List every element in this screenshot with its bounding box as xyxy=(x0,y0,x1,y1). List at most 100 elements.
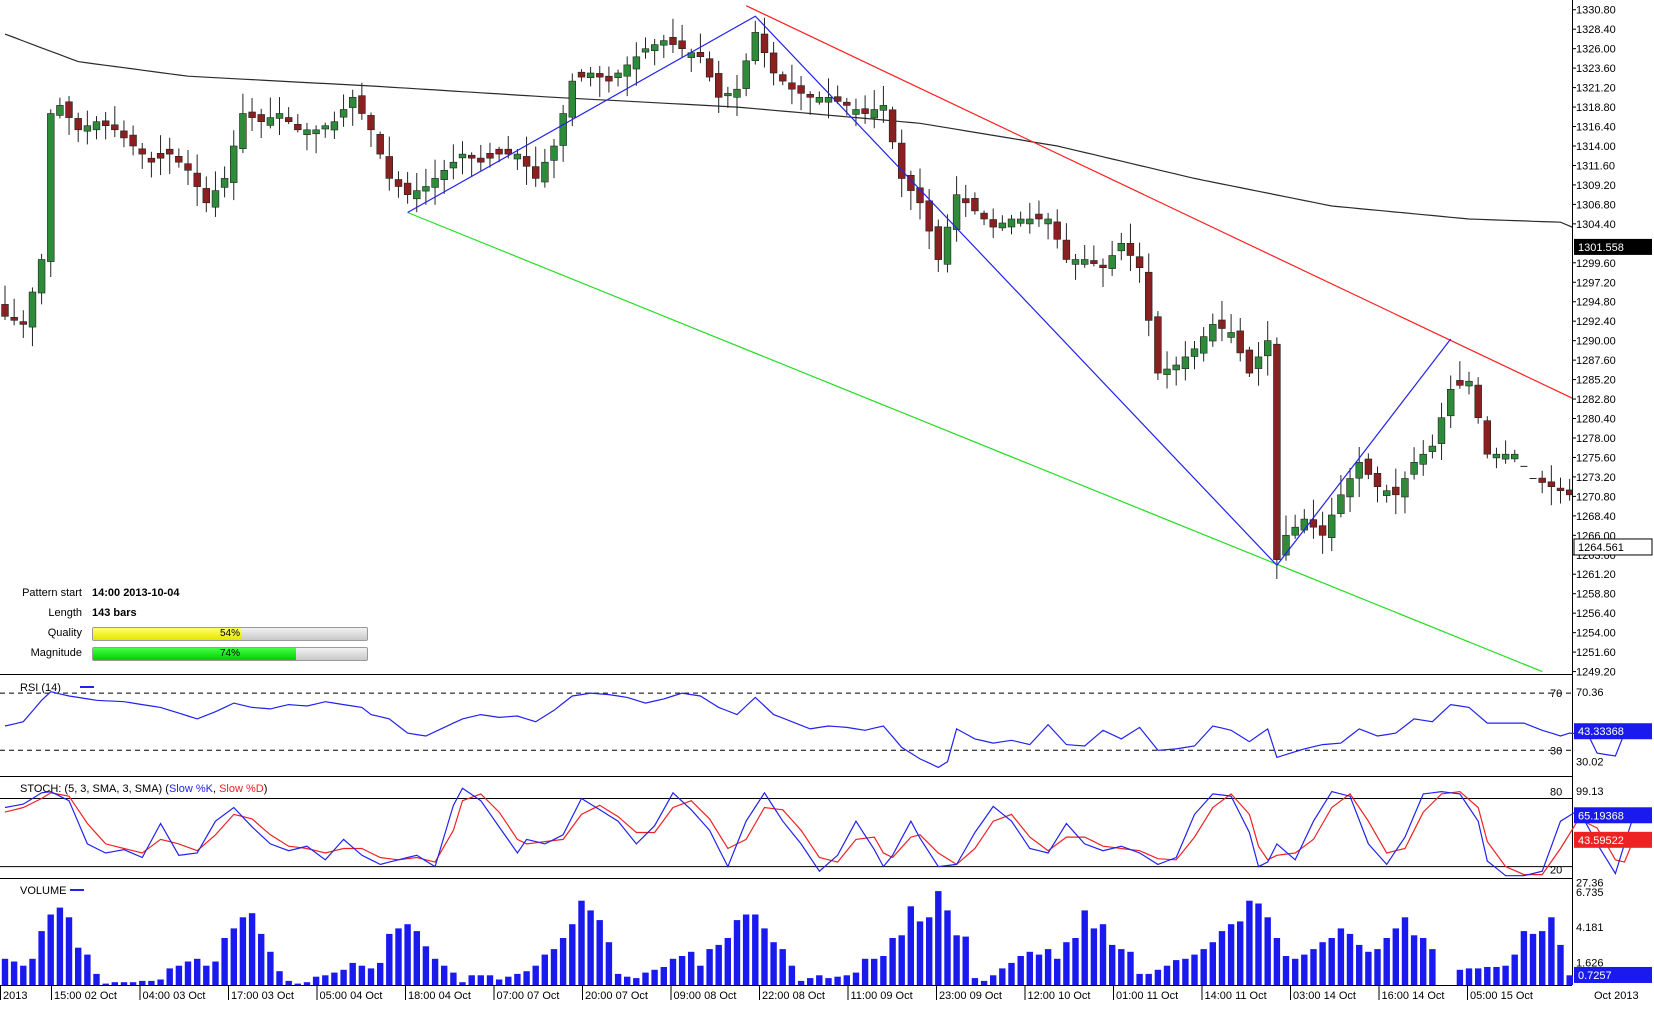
candle-bullish xyxy=(623,64,631,77)
volume-bar xyxy=(65,917,73,985)
volume-bar xyxy=(550,949,558,985)
candle-bullish xyxy=(1254,356,1263,369)
volume-bar xyxy=(166,968,173,985)
candle-bullish xyxy=(1346,478,1354,498)
pattern-start-value: 14:00 2013-10-04 xyxy=(92,587,180,599)
candle-bearish xyxy=(358,95,366,114)
candle-bullish xyxy=(541,161,549,183)
candle-bullish xyxy=(275,113,284,119)
candle-bearish xyxy=(971,198,979,212)
volume-bar xyxy=(642,972,649,985)
candle-bearish xyxy=(779,74,787,82)
candle-bearish xyxy=(1538,477,1546,483)
candle-bullish xyxy=(37,259,46,294)
volume-bar xyxy=(377,962,384,985)
price-tick-label: 1299.60 xyxy=(1576,258,1616,270)
volume-bar xyxy=(230,928,237,985)
candle-bullish xyxy=(733,88,741,98)
candle-bullish xyxy=(1016,218,1025,224)
candle-bearish xyxy=(769,52,778,74)
price-tick-label: 1256.40 xyxy=(1576,608,1616,620)
candle-bearish xyxy=(156,153,165,159)
candle-bearish xyxy=(861,108,869,114)
candle-bullish xyxy=(56,105,64,116)
candle-bullish xyxy=(1190,348,1199,357)
pattern-start-row: Pattern start 14:00 2013-10-04 xyxy=(0,584,380,602)
volume-bar xyxy=(1264,917,1271,985)
volume-bar xyxy=(779,949,786,985)
main-plot-area xyxy=(1,5,1572,673)
volume-bar xyxy=(212,961,219,985)
magnitude-bar-fill xyxy=(93,648,296,660)
candle-bullish xyxy=(47,113,55,262)
volume-bar xyxy=(880,956,887,985)
candle-bearish xyxy=(605,75,613,82)
price-tick-label: 1316.40 xyxy=(1576,122,1616,134)
candle-bearish xyxy=(596,73,604,78)
candle-bearish xyxy=(1062,239,1071,260)
volume-bar xyxy=(843,975,850,985)
candle-bullish xyxy=(1410,461,1418,475)
candle-bullish xyxy=(559,113,567,146)
volume-bar xyxy=(1191,954,1198,985)
price-tick-label: 1314.00 xyxy=(1576,141,1616,153)
volume-bar xyxy=(111,982,118,985)
volume-title: VOLUME xyxy=(20,885,66,897)
volume-bar xyxy=(129,982,137,985)
volume-bar xyxy=(871,958,878,986)
pattern-magnitude-label: Magnitude xyxy=(30,647,82,659)
candle-bearish xyxy=(385,156,393,179)
volume-bar xyxy=(578,900,585,985)
stoch-level-label: 80 xyxy=(1550,786,1562,798)
candle-bearish xyxy=(403,182,412,196)
time-axis-corner-label: Oct 2013 xyxy=(1594,990,1639,1002)
volume-bar xyxy=(203,965,210,985)
volume-bar xyxy=(916,921,924,985)
magnitude-bar: 74% xyxy=(92,647,368,661)
volume-bar xyxy=(733,920,741,985)
candle-bearish xyxy=(760,33,769,54)
candle-bullish xyxy=(998,222,1007,229)
candle-bearish xyxy=(284,117,293,122)
candle-bullish xyxy=(1492,453,1501,459)
volume-bar xyxy=(1420,938,1427,985)
volume-bar xyxy=(1255,903,1262,985)
volume-bar xyxy=(1337,928,1345,985)
candle-bearish xyxy=(184,163,192,171)
pattern-quality-row: Quality 54% xyxy=(0,624,380,642)
volume-bar xyxy=(56,907,64,985)
volume-bar xyxy=(1072,938,1079,985)
volume-bar xyxy=(514,973,521,985)
volume-bar xyxy=(587,910,594,985)
candle-bearish xyxy=(102,120,110,127)
volume-bar xyxy=(834,976,841,985)
price-tick-label: 1249.20 xyxy=(1576,667,1616,679)
price-tick-label: 1287.60 xyxy=(1576,355,1616,367)
volume-bar xyxy=(559,938,567,985)
quality-value: 54% xyxy=(219,628,240,639)
volume-bar xyxy=(651,969,658,985)
candle-bullish xyxy=(632,56,641,70)
price-tick-label: 1330.80 xyxy=(1576,5,1616,17)
candle-bearish xyxy=(65,101,73,118)
volume-bar xyxy=(569,924,576,985)
stoch-d-value-box xyxy=(1574,831,1652,848)
volume-bar xyxy=(633,978,640,985)
candle-bearish xyxy=(843,101,851,106)
candle-bearish xyxy=(1318,525,1327,536)
volume-bar xyxy=(468,975,475,985)
candle-bullish xyxy=(1447,388,1455,417)
candle-bullish xyxy=(1355,461,1363,479)
volume-bar xyxy=(715,944,722,985)
candle-bearish xyxy=(1373,472,1382,487)
candle-bullish xyxy=(1117,243,1126,252)
volume-bar xyxy=(761,928,768,985)
rsi-value-tag: 43.33368 xyxy=(1578,726,1624,738)
candle-bullish xyxy=(1081,259,1089,265)
time-tick-label: 09:00 08 Oct xyxy=(674,990,737,1002)
candle-bullish xyxy=(513,153,522,160)
volume-bar xyxy=(1310,949,1317,985)
candle-bearish xyxy=(111,124,119,131)
